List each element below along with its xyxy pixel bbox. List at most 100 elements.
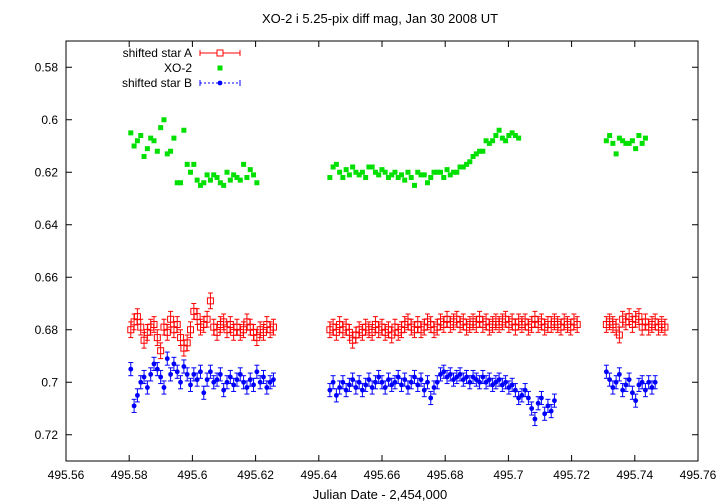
data-point xyxy=(529,406,535,411)
data-point xyxy=(148,371,154,377)
data-point xyxy=(620,138,626,144)
data-point xyxy=(197,182,203,188)
data-point xyxy=(438,169,444,175)
legend-swatch-xo-2 xyxy=(217,65,223,71)
data-point xyxy=(398,172,404,178)
data-point xyxy=(454,169,460,175)
data-point xyxy=(428,395,434,401)
data-point xyxy=(363,175,369,180)
data-point xyxy=(509,130,515,136)
data-point xyxy=(158,374,164,380)
x-tick-label: 495.68 xyxy=(427,468,464,482)
data-point xyxy=(421,172,427,178)
data-point xyxy=(208,369,213,375)
data-point xyxy=(164,151,170,157)
data-point xyxy=(389,382,395,388)
data-point xyxy=(661,323,669,331)
data-point xyxy=(490,138,496,144)
data-point xyxy=(141,374,147,380)
data-point xyxy=(425,180,431,186)
data-point xyxy=(626,377,632,383)
data-point xyxy=(441,175,447,180)
data-point xyxy=(457,164,463,170)
data-point xyxy=(405,169,411,175)
data-point xyxy=(174,180,180,186)
data-point xyxy=(369,164,375,170)
data-point xyxy=(183,339,191,347)
data-point xyxy=(616,135,622,141)
data-point xyxy=(221,182,227,188)
data-point xyxy=(642,135,648,141)
data-point xyxy=(188,169,194,175)
legend-label-shifted-star-b: shifted star B xyxy=(122,76,192,90)
data-point xyxy=(330,379,336,385)
data-point xyxy=(217,371,223,377)
data-point xyxy=(194,177,200,183)
data-point xyxy=(607,133,613,138)
data-point xyxy=(178,180,184,186)
legend: shifted star A XO-2 shifted star B xyxy=(122,46,241,90)
data-point xyxy=(359,169,365,175)
data-point xyxy=(269,323,277,331)
data-point xyxy=(460,164,466,170)
data-point xyxy=(251,382,256,388)
data-point xyxy=(241,161,247,167)
data-point xyxy=(211,379,217,385)
data-point xyxy=(203,315,211,323)
y-tick-label: 0.68 xyxy=(35,323,59,337)
data-point xyxy=(217,180,223,186)
data-point xyxy=(516,135,522,141)
series-xo-2 xyxy=(128,117,648,188)
data-point xyxy=(480,148,486,154)
data-point xyxy=(164,356,170,362)
data-point xyxy=(490,382,495,388)
y-tick-label: 0.6 xyxy=(41,113,58,127)
data-point xyxy=(633,398,639,404)
data-point xyxy=(174,369,180,375)
data-point xyxy=(473,377,479,383)
data-point xyxy=(610,140,616,146)
data-point xyxy=(131,143,137,149)
data-point xyxy=(198,369,203,375)
legend-swatch-marker xyxy=(217,80,223,86)
data-point xyxy=(496,127,502,133)
data-point xyxy=(227,177,233,183)
data-point xyxy=(271,377,276,383)
data-point xyxy=(467,159,473,165)
data-point xyxy=(158,125,164,131)
data-point xyxy=(211,172,217,178)
data-point xyxy=(626,140,632,146)
data-point xyxy=(636,382,642,388)
data-point xyxy=(144,385,150,390)
data-point xyxy=(385,175,391,180)
data-point xyxy=(353,169,359,175)
chart-title: XO-2 i 5.25-pix diff mag, Jan 30 2008 UT xyxy=(262,11,498,26)
data-point xyxy=(503,138,509,144)
data-point xyxy=(395,175,401,180)
data-point xyxy=(343,167,349,173)
data-point xyxy=(447,172,453,178)
data-point xyxy=(629,138,635,144)
data-point xyxy=(178,379,183,385)
data-point xyxy=(451,169,457,175)
data-point xyxy=(425,379,430,385)
series-shifted-star-a xyxy=(127,292,669,360)
data-point xyxy=(615,331,623,339)
data-point xyxy=(623,140,629,146)
data-point xyxy=(460,377,466,383)
data-point xyxy=(247,167,253,173)
data-point xyxy=(473,151,479,157)
data-point xyxy=(161,385,167,390)
data-point xyxy=(389,172,395,178)
data-point xyxy=(639,140,645,146)
data-point xyxy=(231,172,237,178)
x-tick-label: 495.58 xyxy=(111,468,148,482)
x-tick-label: 495.64 xyxy=(300,468,337,482)
data-point xyxy=(207,177,213,183)
series-shifted-star-b xyxy=(128,351,658,427)
data-point xyxy=(150,321,158,328)
data-point xyxy=(131,403,137,409)
data-point xyxy=(350,164,356,170)
data-point xyxy=(603,138,609,144)
data-point xyxy=(499,135,505,141)
